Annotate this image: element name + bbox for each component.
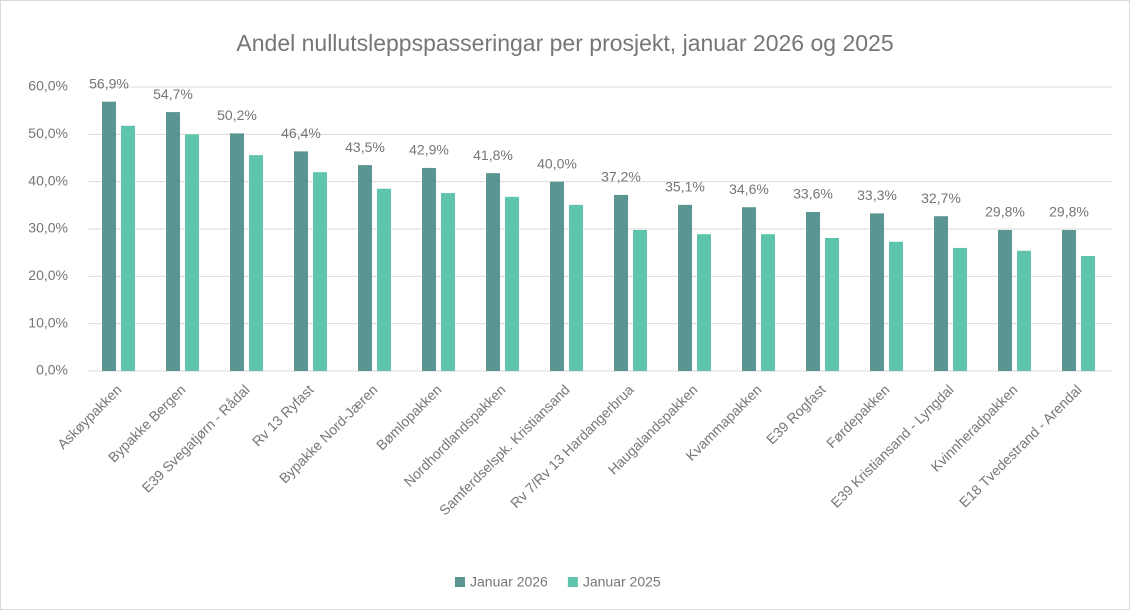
bar: [1081, 255, 1095, 371]
bar: [806, 211, 820, 371]
bar: [185, 134, 199, 371]
legend-swatch: [567, 577, 578, 587]
bar: [934, 216, 948, 371]
bar: [121, 125, 135, 372]
y-tick-label: 40,0%: [28, 172, 68, 188]
bar: [870, 213, 884, 371]
bar: [249, 155, 263, 371]
bar: [761, 234, 775, 371]
y-tick-label: 0,0%: [36, 362, 68, 378]
bar: [230, 133, 244, 371]
data-label: 40,0%: [537, 155, 577, 171]
y-tick-label: 60,0%: [28, 78, 68, 94]
data-label: 37,2%: [601, 169, 641, 185]
legend-swatch: [455, 577, 465, 587]
y-tick-label: 30,0%: [28, 220, 68, 236]
data-label: 29,8%: [1049, 204, 1089, 220]
chart-title: Andel nullutsleppspasseringar per prosje…: [236, 30, 893, 56]
y-tick-label: 10,0%: [28, 314, 68, 330]
bar: [102, 101, 116, 371]
bar: [697, 234, 711, 371]
data-label: 42,9%: [409, 142, 449, 158]
bar: [678, 204, 692, 371]
bar: [358, 165, 372, 371]
bar: [294, 151, 308, 371]
bar: [953, 247, 967, 371]
data-label: 34,6%: [729, 181, 769, 197]
bar: [486, 173, 500, 371]
bar: [889, 241, 903, 371]
data-label: 50,2%: [217, 107, 257, 123]
legend-label: Januar 2025: [583, 574, 661, 590]
bar: [505, 196, 519, 371]
bar: [422, 167, 436, 371]
y-tick-label: 20,0%: [28, 267, 68, 283]
data-label: 32,7%: [921, 190, 961, 206]
bar: [166, 112, 180, 371]
bar: [441, 193, 455, 371]
bar: [550, 181, 564, 371]
data-label: 43,5%: [345, 139, 385, 155]
bar: [569, 204, 583, 371]
data-label: 33,3%: [857, 187, 897, 203]
bar: [1062, 229, 1076, 371]
data-label: 54,7%: [153, 86, 193, 102]
bar: [742, 207, 756, 371]
bar: [825, 237, 839, 371]
bar: [377, 188, 391, 371]
bar: [1017, 250, 1031, 371]
data-label: 35,1%: [665, 179, 705, 195]
data-label: 46,4%: [281, 125, 321, 141]
data-label: 56,9%: [89, 75, 129, 91]
legend-label: Januar 2026: [470, 574, 548, 590]
data-label: 41,8%: [473, 147, 513, 163]
bar: [313, 172, 327, 371]
y-tick-label: 50,0%: [28, 125, 68, 141]
data-label: 33,6%: [793, 186, 833, 202]
data-label: 29,8%: [985, 204, 1025, 220]
bar: [633, 229, 647, 371]
bar: [614, 194, 628, 371]
bar: [998, 229, 1012, 371]
